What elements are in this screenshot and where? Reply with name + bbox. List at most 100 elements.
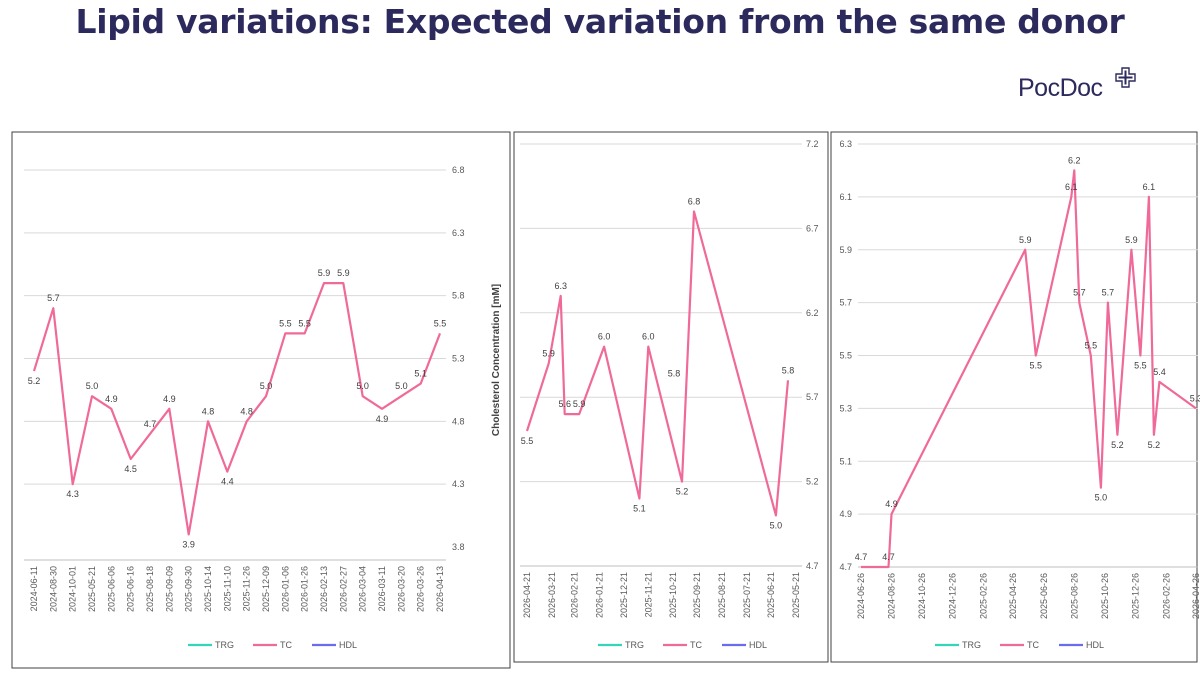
chart-3-data-label: 5.2 xyxy=(1111,440,1124,450)
chart-3-x-tick-label: 2024-06-26 xyxy=(856,573,866,619)
chart-3-y-tick-label: 4.7 xyxy=(839,562,852,572)
chart-2-data-label: 5.9 xyxy=(542,348,555,358)
chart-3-data-label: 5.7 xyxy=(1073,288,1086,298)
chart-1-data-label: 4.4 xyxy=(221,477,234,487)
chart-3-x-tick-label: 2025-02-26 xyxy=(979,573,989,619)
chart-1-y-tick-label: 6.3 xyxy=(452,228,465,238)
chart-1-x-tick-label: 2026-03-11 xyxy=(377,566,387,611)
chart-2-series-tc-line xyxy=(525,210,790,517)
chart-2-data-label: 5.2 xyxy=(676,487,689,497)
chart-1-data-label: 3.9 xyxy=(182,539,195,549)
chart-3-data-label: 5.2 xyxy=(1148,440,1161,450)
chart-1-x-tick-label: 2026-03-26 xyxy=(416,566,426,612)
logo-text: PocDoc xyxy=(1018,74,1103,102)
chart-1-legend: TRG TC HDL xyxy=(188,640,357,650)
chart-3-y-tick-label: 4.9 xyxy=(839,509,852,519)
chart-1-data-label: 5.0 xyxy=(395,381,408,391)
chart-2-y-tick-label: 4.7 xyxy=(806,561,819,571)
chart-3-data-label: 5.5 xyxy=(1134,361,1147,371)
chart-1-data-label: 5.2 xyxy=(28,376,41,386)
chart-3-x-axis: 2024-06-26 2024-08-26 2024-10-26 2024-12-26… xyxy=(856,573,1200,619)
chart-2-y-tick-label: 6.7 xyxy=(806,223,819,233)
chart-2-legend-item-tc: TC xyxy=(663,640,702,650)
chart-2-y-axis-title: Cholesterol Concentration [mM] xyxy=(491,284,502,436)
chart-1-x-tick-label: 2026-01-26 xyxy=(300,566,310,612)
chart-3-frame xyxy=(830,131,1198,663)
chart-2-x-tick-label: 2026-04-21 xyxy=(522,572,532,618)
chart-1-x-tick-label: 2025-09-09 xyxy=(164,566,174,612)
chart-2-data-label: 6.0 xyxy=(642,332,655,342)
chart-3-y-axis: 4.7 4.9 5.1 5.3 5.5 5.7 5.9 6.1 6.3 xyxy=(839,139,852,572)
chart-2-data-label: 5.1 xyxy=(633,503,646,513)
chart-1-data-label: 4.7 xyxy=(144,419,157,429)
chart-2-y-axis: 4.7 5.2 5.7 6.2 6.7 7.2 xyxy=(806,139,819,571)
chart-1-data-label: 5.9 xyxy=(318,268,331,278)
chart-1-y-tick-label: 3.8 xyxy=(452,542,465,552)
chart-1-x-tick-label: 2025-05-21 xyxy=(87,566,97,612)
chart-1-data-label: 5.1 xyxy=(414,369,427,379)
chart-1-y-tick-label: 5.3 xyxy=(452,354,465,364)
chart-3-data-label: 5.4 xyxy=(1153,367,1166,377)
chart-1-frame xyxy=(11,131,511,669)
chart-3-data-label: 6.1 xyxy=(1143,182,1156,192)
chart-2-x-tick-label: 2026-03-21 xyxy=(547,572,557,618)
chart-3-data-label: 4.9 xyxy=(885,499,898,509)
chart-3-x-tick-label: 2026-04-26 xyxy=(1191,573,1200,619)
chart-2-data-label: 5.8 xyxy=(782,365,795,375)
chart-2-series: 5.55.96.35.6 5.96.05.16.05.26.85.05.85.8 xyxy=(521,197,794,531)
chart-1-x-axis: 2024-06-11 2024-08-30 2024-10-01 2025-05-21… xyxy=(29,566,445,612)
chart-1-gridlines xyxy=(24,169,446,485)
chart-2-data-label: 5.9 xyxy=(573,399,586,409)
chart-1-data-label: 5.5 xyxy=(434,318,447,328)
chart-1-data-label: 4.9 xyxy=(163,394,176,404)
chart-2-legend-label: HDL xyxy=(749,640,767,650)
chart-2-x-tick-label: 2025-09-21 xyxy=(692,572,702,618)
chart-2-x-tick-label: 2025-07-21 xyxy=(742,572,752,618)
chart-2-x-tick-label: 2026-01-21 xyxy=(594,572,604,618)
chart-2-data-label: 5.0 xyxy=(770,520,783,530)
chart-1-data-label: 4.8 xyxy=(240,406,253,416)
chart-2-data-label: 6.3 xyxy=(554,281,567,291)
chart-1-data-label: 4.3 xyxy=(66,489,79,499)
chart-3-data-label: 6.1 xyxy=(1065,182,1078,192)
medical-cross-icon xyxy=(1115,67,1136,88)
chart-1-x-tick-label: 2025-09-30 xyxy=(184,566,194,612)
chart-panel-2: 4.75.25.76.26.77.2 2026-04-21 2026-03-21 2… xyxy=(491,131,829,663)
chart-2-x-tick-label: 2025-05-21 xyxy=(791,572,801,618)
chart-2-x-tick-label: 2025-12-21 xyxy=(619,572,629,618)
chart-1-data-label: 4.9 xyxy=(105,394,118,404)
chart-3-x-tick-label: 2024-08-26 xyxy=(887,573,897,619)
chart-panel-1: 3.8 4.3 4.8 5.3 5.8 6.3 6.8 2024-06-11 2024-08-… xyxy=(11,131,511,669)
chart-1-x-tick-label: 2025-10-14 xyxy=(203,566,213,612)
chart-1-x-tick-label: 2026-01-06 xyxy=(280,566,290,612)
chart-3-x-tick-label: 2025-06-26 xyxy=(1039,573,1049,619)
chart-2-x-tick-label: 2025-06-21 xyxy=(766,572,776,618)
chart-1-data-label: 4.9 xyxy=(376,414,389,424)
chart-2-data-label: 6.0 xyxy=(598,332,611,342)
chart-2-data-label: 5.5 xyxy=(521,436,534,446)
slide-title: Lipid variations: Expected variation fro… xyxy=(75,2,1125,41)
chart-3-data-label: 4.7 xyxy=(855,552,868,562)
chart-3-y-tick-label: 5.9 xyxy=(839,245,852,255)
chart-1-data-label: 5.0 xyxy=(86,381,99,391)
chart-1-x-tick-label: 2024-06-11 xyxy=(29,566,39,611)
chart-3-data-label: 4.7 xyxy=(882,552,895,562)
chart-1-x-tick-label: 2025-08-18 xyxy=(145,566,155,612)
chart-2-data-label: 6.8 xyxy=(688,197,701,207)
chart-3-data-label: 5.5 xyxy=(1085,341,1098,351)
chart-3-data-label: 5.5 xyxy=(1030,361,1043,371)
chart-3-legend-item-tc: TC xyxy=(1000,640,1039,650)
chart-2-y-tick-label: 7.2 xyxy=(806,139,819,149)
chart-1-y-tick-label: 4.8 xyxy=(452,416,465,426)
chart-1-data-label: 4.5 xyxy=(124,464,137,474)
chart-2-legend: TRG TC HDL xyxy=(598,640,767,650)
chart-2-legend-item-hdl: HDL xyxy=(722,640,767,650)
chart-1-x-tick-label: 2025-06-16 xyxy=(126,566,136,612)
chart-3-series-tc-line xyxy=(861,169,1197,569)
chart-3-legend-label: TRG xyxy=(962,640,981,650)
chart-3-x-tick-label: 2024-10-26 xyxy=(917,573,927,619)
chart-1-data-label: 5.0 xyxy=(260,381,273,391)
chart-3-x-tick-label: 2025-08-26 xyxy=(1069,573,1079,619)
chart-1-series: 5.2 5.7 4.3 5.0 4.9 4.5 4.7 4.9 3.9 4.8 4.4 4.8 5.0 5… xyxy=(28,268,447,549)
